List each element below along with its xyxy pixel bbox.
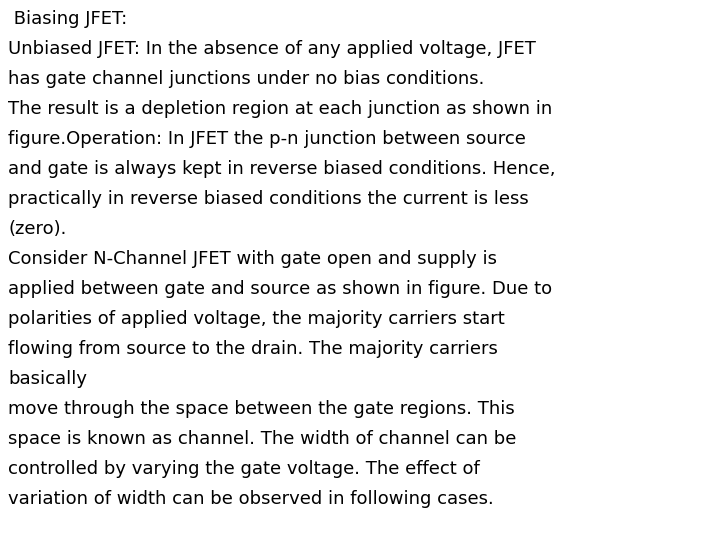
- Text: The result is a depletion region at each junction as shown in: The result is a depletion region at each…: [8, 100, 552, 118]
- Text: (zero).: (zero).: [8, 220, 66, 238]
- Text: Biasing JFET:: Biasing JFET:: [8, 10, 127, 28]
- Text: move through the space between the gate regions. This: move through the space between the gate …: [8, 400, 515, 418]
- Text: flowing from source to the drain. The majority carriers: flowing from source to the drain. The ma…: [8, 340, 498, 358]
- Text: Consider N-Channel JFET with gate open and supply is: Consider N-Channel JFET with gate open a…: [8, 250, 497, 268]
- Text: polarities of applied voltage, the majority carriers start: polarities of applied voltage, the major…: [8, 310, 505, 328]
- Text: Unbiased JFET: In the absence of any applied voltage, JFET: Unbiased JFET: In the absence of any app…: [8, 40, 536, 58]
- Text: space is known as channel. The width of channel can be: space is known as channel. The width of …: [8, 430, 516, 448]
- Text: practically in reverse biased conditions the current is less: practically in reverse biased conditions…: [8, 190, 528, 208]
- Text: applied between gate and source as shown in figure. Due to: applied between gate and source as shown…: [8, 280, 552, 298]
- Text: and gate is always kept in reverse biased conditions. Hence,: and gate is always kept in reverse biase…: [8, 160, 556, 178]
- Text: has gate channel junctions under no bias conditions.: has gate channel junctions under no bias…: [8, 70, 485, 88]
- Text: figure.Operation: In JFET the p-n junction between source: figure.Operation: In JFET the p-n juncti…: [8, 130, 526, 148]
- Text: controlled by varying the gate voltage. The effect of: controlled by varying the gate voltage. …: [8, 460, 480, 478]
- Text: variation of width can be observed in following cases.: variation of width can be observed in fo…: [8, 490, 494, 508]
- Text: basically: basically: [8, 370, 87, 388]
